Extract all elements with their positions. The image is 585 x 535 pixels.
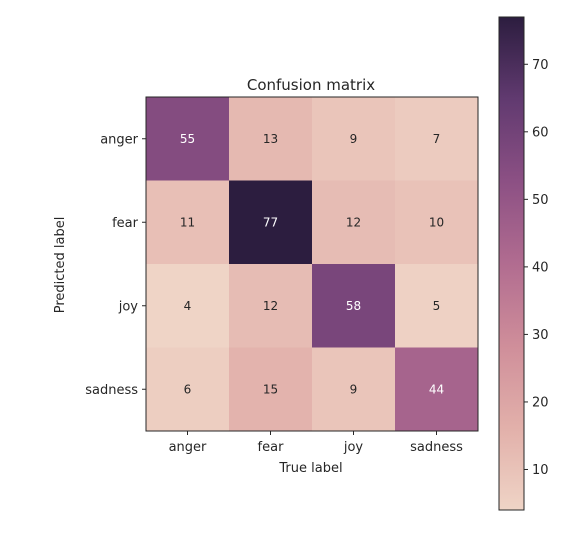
cell-value-label: 11 [180,215,195,229]
cell-value-label: 13 [263,132,278,146]
heatmap-cell [395,264,479,348]
heatmap-cell [146,180,230,265]
y-tick-label: sadness [85,383,138,398]
heatmap-cell [146,97,230,181]
colorbar-tick-label: 10 [532,463,549,478]
cell-value-label: 9 [350,382,358,396]
heatmap-cell [395,180,479,265]
x-tick-label: fear [258,440,285,455]
x-tick-label: anger [169,440,207,455]
colorbar-tick-label: 50 [532,193,549,208]
cell-value-label: 7 [433,132,441,146]
cell-value-label: 6 [184,382,192,396]
heatmap-cell [312,347,396,432]
y-tick-label: anger [100,132,138,147]
y-tick-label: joy [118,299,139,314]
colorbar-tick-label: 20 [532,395,549,410]
heatmap-cell [229,180,313,265]
cell-value-label: 12 [346,215,361,229]
y-tick-label: fear [112,216,139,231]
colorbar-tick-label: 70 [532,58,549,73]
y-axis-label: Predicted label [53,217,68,314]
cell-value-label: 58 [346,299,361,313]
cell-value-label: 44 [429,382,444,396]
cell-value-label: 55 [180,132,195,146]
cell-value-label: 77 [263,215,278,229]
heatmap-cell [395,97,479,181]
x-axis: anger fear joy sadness [169,431,463,455]
heatmap-grid: 55 13 9 7 11 77 12 10 4 12 58 5 6 15 9 44 [145,96,479,432]
heatmap-cell [229,97,313,181]
heatmap-cell [146,264,230,348]
colorbar-tick-label: 60 [532,125,549,140]
colorbar-gradient [498,16,525,511]
cell-value-label: 15 [263,382,278,396]
cell-value-label: 4 [184,299,192,313]
heatmap-cell [312,180,396,265]
colorbar: 10 20 30 40 50 60 70 [498,16,549,511]
chart-title: Confusion matrix [247,76,375,94]
heatmap-cell [312,97,396,181]
colorbar-tick-label: 30 [532,328,549,343]
colorbar-tick-label: 40 [532,260,549,275]
cell-value-label: 9 [350,132,358,146]
plot-frame [145,96,479,432]
heatmap-cell [229,264,313,348]
heatmap-cell [395,347,479,432]
x-axis-label: True label [278,461,342,476]
x-tick-label: sadness [410,440,463,455]
heatmap-cell [312,264,396,348]
y-axis: anger fear joy sadness [85,132,146,398]
cell-value-label: 5 [433,299,441,313]
heatmap-cell [229,347,313,432]
cell-value-label: 12 [263,299,278,313]
cell-value-label: 10 [429,215,444,229]
x-tick-label: joy [343,440,364,455]
heatmap-cell [146,347,230,432]
